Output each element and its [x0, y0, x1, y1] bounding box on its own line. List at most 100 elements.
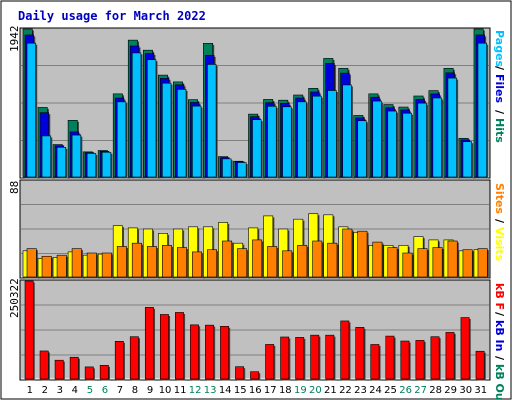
usage-legend-label: Pages	[493, 30, 506, 68]
kbf-bar	[114, 340, 124, 380]
pages-bar	[101, 151, 112, 178]
day-label: 20	[309, 385, 322, 396]
sites-bar	[447, 240, 458, 278]
day-label: 13	[204, 385, 217, 396]
sites-bar	[26, 248, 37, 278]
day-label: 18	[279, 385, 292, 396]
kbf-bar	[430, 336, 440, 380]
sites-bar	[417, 248, 428, 278]
pages-bar	[86, 153, 97, 178]
day-label: 16	[249, 385, 262, 396]
kbf-bar	[415, 340, 425, 380]
day-label: 1	[27, 385, 33, 396]
kbf-bar	[400, 340, 410, 380]
pages-bar	[387, 110, 397, 178]
day-label: 23	[354, 385, 367, 396]
pages-bar	[26, 42, 37, 178]
day-label: 19	[294, 385, 307, 396]
pages-bar	[192, 105, 202, 178]
day-label: 28	[429, 385, 442, 396]
day-label: 10	[159, 385, 172, 396]
sites-bar	[252, 239, 263, 278]
day-label: 22	[339, 385, 352, 396]
sites-bar	[432, 247, 443, 278]
sites-bar	[297, 245, 308, 278]
chart-title: Daily usage for March 2022	[18, 9, 206, 23]
pages-bar	[207, 64, 217, 178]
usage-legend-label: Hits	[493, 118, 506, 143]
pages-bar	[297, 101, 307, 178]
pages-bar	[116, 101, 127, 178]
visits-legend-label: Sites	[493, 183, 506, 214]
kbytes-legend-label: kB Out	[493, 364, 506, 400]
day-label: 24	[369, 385, 382, 396]
pages-bar	[342, 84, 352, 178]
kbf-bar	[445, 332, 455, 380]
pages-bar	[41, 135, 52, 178]
pages-bar	[462, 141, 472, 178]
sites-bar	[462, 249, 473, 278]
sites-bar	[387, 247, 398, 278]
usage-panel	[19, 27, 491, 179]
day-label: 15	[234, 385, 247, 396]
sites-bar	[161, 245, 172, 278]
kbytes-legend-label: kB F	[493, 283, 506, 310]
sites-bar	[222, 240, 233, 278]
sites-bar	[372, 241, 383, 278]
sites-bar	[116, 246, 127, 278]
visits-legend-label: /	[493, 219, 506, 224]
pages-bar	[71, 134, 82, 178]
kbf-bar	[250, 371, 260, 380]
kbytes-legend-label: /	[493, 312, 506, 317]
day-label: 7	[117, 385, 123, 396]
pages-bar	[447, 77, 457, 178]
kbf-bar	[265, 344, 275, 380]
kbf-bar	[205, 324, 214, 380]
kbf-bar	[340, 320, 350, 380]
day-label: 9	[147, 385, 153, 396]
pages-bar	[372, 100, 382, 178]
pages-bar	[56, 146, 67, 178]
usage-legend-label: Files	[493, 74, 506, 104]
sites-bar	[282, 250, 293, 278]
kbytes-legend-label: /	[493, 356, 506, 361]
day-label: 27	[414, 385, 427, 396]
sites-bar	[41, 255, 52, 278]
day-label: 14	[219, 385, 232, 396]
pages-bar	[252, 119, 262, 178]
kbf-bar	[475, 350, 485, 380]
pages-bar	[237, 162, 247, 178]
day-label: 30	[459, 385, 472, 396]
sites-bar	[71, 248, 82, 278]
day-labels: 1 2 3 4 5 6 7 8 9 10 11 12 13 14 15 16 17 18 19 20 21 22 23 24 2…	[27, 385, 488, 396]
sites-bar	[192, 251, 202, 278]
pages-bar	[161, 82, 172, 178]
day-label: 17	[264, 385, 277, 396]
day-label: 29	[444, 385, 457, 396]
usage-legend-label: /	[493, 110, 506, 115]
sites-bar	[207, 249, 218, 278]
kbf-bar	[310, 334, 320, 380]
sites-bar	[342, 228, 353, 278]
sites-bar	[101, 252, 112, 278]
sites-bar	[146, 246, 157, 278]
pages-bar	[131, 52, 142, 178]
kbf-bar	[24, 280, 34, 380]
kbytes-panel	[19, 279, 491, 381]
sites-bar	[402, 252, 413, 278]
kbf-bar	[175, 312, 184, 380]
kbf-bar	[84, 366, 94, 380]
pages-bar	[357, 120, 367, 178]
day-label: 3	[57, 385, 63, 396]
kbf-bar	[144, 307, 154, 380]
sites-bar	[56, 254, 67, 278]
day-label: 21	[324, 385, 337, 396]
pages-bar	[177, 89, 187, 178]
day-label: 31	[474, 385, 487, 396]
sites-bar	[267, 246, 278, 278]
pages-bar	[327, 90, 337, 178]
kbytes-ymax-label: 250322	[8, 278, 21, 318]
day-label: 6	[102, 385, 108, 396]
